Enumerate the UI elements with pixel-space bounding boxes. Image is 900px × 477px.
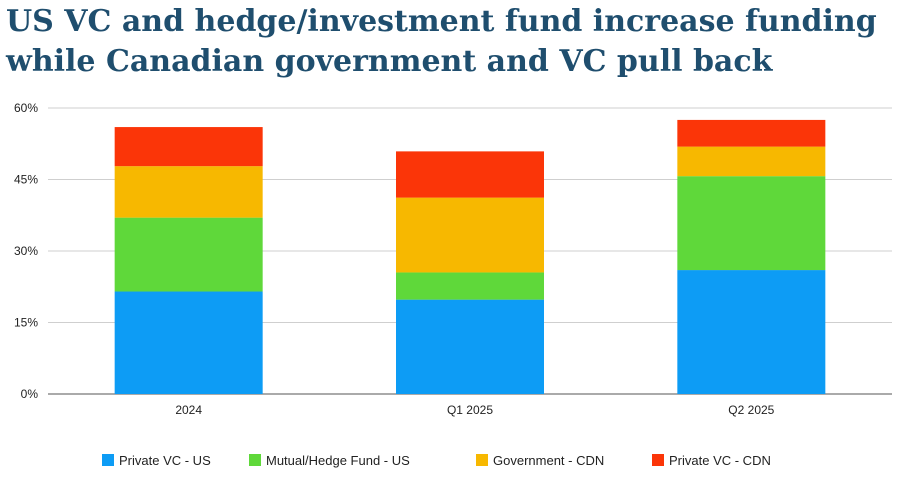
legend-swatch xyxy=(249,454,261,466)
y-tick-label: 0% xyxy=(21,387,39,401)
legend-label: Mutual/Hedge Fund - US xyxy=(266,453,410,468)
bar-segment xyxy=(677,119,826,147)
y-tick-label: 60% xyxy=(14,101,38,115)
bar-segment xyxy=(114,166,263,218)
bar-segment xyxy=(396,197,544,273)
bar-segment xyxy=(396,272,544,300)
x-tick-label: 2024 xyxy=(175,403,202,417)
x-axis: 2024 Q1 2025 Q2 2025 xyxy=(175,403,774,417)
chart-title: US VC and hedge/investment fund increase… xyxy=(6,4,877,79)
legend-label: Private VC - US xyxy=(119,453,211,468)
x-tick-label: Q1 2025 xyxy=(447,403,493,417)
legend-swatch xyxy=(652,454,664,466)
legend: Private VC - US Mutual/Hedge Fund - US Gov… xyxy=(102,453,771,468)
legend-swatch xyxy=(102,454,114,466)
x-tick-label: Q2 2025 xyxy=(728,403,774,417)
bar-segment xyxy=(677,270,826,394)
bar-segment xyxy=(677,176,826,271)
bar-segment xyxy=(114,127,263,167)
y-tick-label: 45% xyxy=(14,173,38,187)
y-axis: 0% 15% 30% 45% 60% xyxy=(14,101,38,401)
y-tick-label: 30% xyxy=(14,244,38,258)
bar-segment xyxy=(114,217,263,292)
legend-label: Government - CDN xyxy=(493,453,604,468)
bar-segment xyxy=(114,291,263,394)
bars xyxy=(114,119,826,394)
legend-label: Private VC - CDN xyxy=(669,453,771,468)
y-tick-label: 15% xyxy=(14,316,38,330)
legend-swatch xyxy=(476,454,488,466)
bar-segment xyxy=(396,151,544,198)
bar-segment xyxy=(396,299,544,394)
bar-segment xyxy=(677,146,826,177)
